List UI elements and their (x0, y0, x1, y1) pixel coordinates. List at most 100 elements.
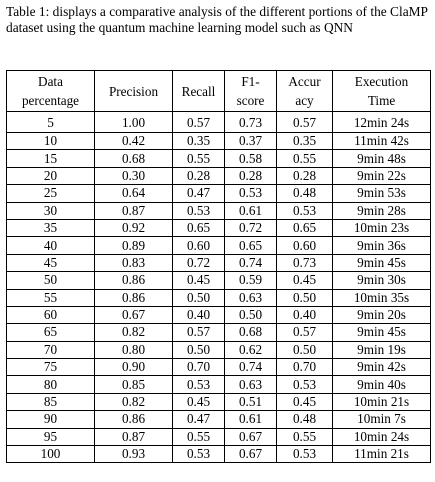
execution-time-header: Execution Time (332, 70, 431, 112)
table-row: 90 0.86 0.47 0.61 0.48 10min 7s (6, 410, 431, 429)
recall-cell: 0.53 (172, 375, 225, 394)
table-row: 70 0.80 0.50 0.62 0.50 9min 19s (6, 340, 431, 360)
execution-time-cell: 9min 36s (332, 236, 431, 255)
f1-score-cell: 0.50 (224, 305, 277, 325)
table-body: 5 1.00 0.57 0.73 0.57 12min 24s 10 0.42 0.35 0.37… (6, 111, 431, 464)
recall-header: Recall (172, 70, 225, 112)
execution-time-cell: 11min 42s (332, 131, 431, 151)
recall-cell: 0.72 (172, 253, 225, 273)
accuracy-cell: 0.70 (276, 358, 333, 377)
execution-time-cell: 9min 22s (332, 166, 431, 186)
precision-cell: 0.92 (94, 218, 173, 238)
execution-time-cell: 10min 7s (332, 410, 431, 429)
recall-cell: 0.45 (172, 392, 225, 412)
execution-time-cell: 11min 21s (332, 445, 431, 464)
f1-score-cell: 0.53 (224, 184, 277, 203)
data-percentage-cell: 30 (6, 201, 95, 220)
accuracy-cell: 0.60 (276, 236, 333, 255)
header-row: Data percentage Precision Recall F1- score Acc… (6, 70, 431, 112)
recall-cell: 0.47 (172, 410, 225, 429)
f1-score-cell: 0.62 (224, 340, 277, 360)
data-percentage-cell: 10 (6, 131, 95, 151)
precision-cell: 0.30 (94, 166, 173, 186)
execution-time-cell: 9min 28s (332, 201, 431, 220)
recall-cell: 0.70 (172, 358, 225, 377)
recall-cell: 0.50 (172, 288, 225, 307)
precision-cell: 0.82 (94, 323, 173, 342)
data-percentage-cell: 65 (6, 323, 95, 342)
data-percentage-cell: 15 (6, 149, 95, 168)
f1-score-cell: 0.74 (224, 358, 277, 377)
table-row: 20 0.30 0.28 0.28 0.28 9min 22s (6, 166, 431, 186)
accuracy-cell: 0.45 (276, 392, 333, 412)
accuracy-cell: 0.48 (276, 410, 333, 429)
table-row: 100 0.93 0.53 0.67 0.53 11min 21s (6, 445, 431, 464)
data-percentage-cell: 25 (6, 184, 95, 203)
execution-time-cell: 9min 42s (332, 358, 431, 377)
precision-cell: 0.90 (94, 358, 173, 377)
data-percentage-cell: 80 (6, 375, 95, 394)
f1-score-header: F1- score (224, 70, 277, 112)
precision-cell: 0.64 (94, 184, 173, 203)
execution-time-cell: 10min 24s (332, 427, 431, 447)
recall-cell: 0.35 (172, 131, 225, 151)
f1-score-cell: 0.68 (224, 323, 277, 342)
accuracy-cell: 0.50 (276, 340, 333, 360)
header-line: Time (367, 93, 396, 108)
table-row: 75 0.90 0.70 0.74 0.70 9min 42s (6, 358, 431, 377)
recall-cell: 0.47 (172, 184, 225, 203)
f1-score-cell: 0.59 (224, 271, 277, 290)
f1-score-cell: 0.63 (224, 288, 277, 307)
accuracy-cell: 0.35 (276, 131, 333, 151)
table-row: 80 0.85 0.53 0.63 0.53 9min 40s (6, 375, 431, 394)
f1-score-cell: 0.37 (224, 131, 277, 151)
header-line: Precision (108, 83, 159, 99)
precision-cell: 0.87 (94, 427, 173, 447)
data-percentage-cell: 95 (6, 427, 95, 447)
accuracy-cell: 0.65 (276, 218, 333, 238)
precision-cell: 0.80 (94, 340, 173, 360)
header-line: Accur (288, 74, 321, 89)
table-caption: Table 1: displays a comparative analysis… (6, 4, 428, 35)
execution-time-cell: 9min 20s (332, 305, 431, 325)
table-row: 55 0.86 0.50 0.63 0.50 10min 35s (6, 288, 431, 307)
recall-cell: 0.40 (172, 305, 225, 325)
accuracy-cell: 0.53 (276, 375, 333, 394)
recall-cell: 0.45 (172, 271, 225, 290)
table-row: 50 0.86 0.45 0.59 0.45 9min 30s (6, 271, 431, 290)
recall-cell: 0.57 (172, 111, 225, 133)
f1-score-cell: 0.67 (224, 427, 277, 447)
precision-cell: 0.82 (94, 392, 173, 412)
data-percentage-cell: 45 (6, 253, 95, 273)
precision-cell: 0.86 (94, 288, 173, 307)
header-line: F1- (241, 74, 260, 89)
precision-cell: 0.42 (94, 131, 173, 151)
header-line: Recall (181, 83, 216, 99)
f1-score-cell: 0.63 (224, 375, 277, 394)
data-percentage-cell: 50 (6, 271, 95, 290)
recall-cell: 0.53 (172, 201, 225, 220)
execution-time-cell: 12min 24s (332, 111, 431, 133)
accuracy-cell: 0.57 (276, 111, 333, 133)
accuracy-cell: 0.55 (276, 427, 333, 447)
data-percentage-cell: 75 (6, 358, 95, 377)
f1-score-cell: 0.61 (224, 201, 277, 220)
f1-score-cell: 0.73 (224, 111, 277, 133)
accuracy-cell: 0.53 (276, 201, 333, 220)
execution-time-cell: 10min 21s (332, 392, 431, 412)
execution-time-cell: 10min 23s (332, 218, 431, 238)
table-row: 95 0.87 0.55 0.67 0.55 10min 24s (6, 427, 431, 447)
execution-time-cell: 9min 40s (332, 375, 431, 394)
accuracy-cell: 0.45 (276, 271, 333, 290)
header-line: Execution (354, 74, 409, 89)
execution-time-cell: 9min 53s (332, 184, 431, 203)
table-row: 60 0.67 0.40 0.50 0.40 9min 20s (6, 305, 431, 325)
f1-score-cell: 0.67 (224, 445, 277, 464)
table-row: 10 0.42 0.35 0.37 0.35 11min 42s (6, 131, 431, 151)
recall-cell: 0.55 (172, 149, 225, 168)
accuracy-cell: 0.57 (276, 323, 333, 342)
recall-cell: 0.55 (172, 427, 225, 447)
accuracy-cell: 0.53 (276, 445, 333, 464)
accuracy-cell: 0.40 (276, 305, 333, 325)
data-percentage-cell: 100 (6, 445, 95, 464)
